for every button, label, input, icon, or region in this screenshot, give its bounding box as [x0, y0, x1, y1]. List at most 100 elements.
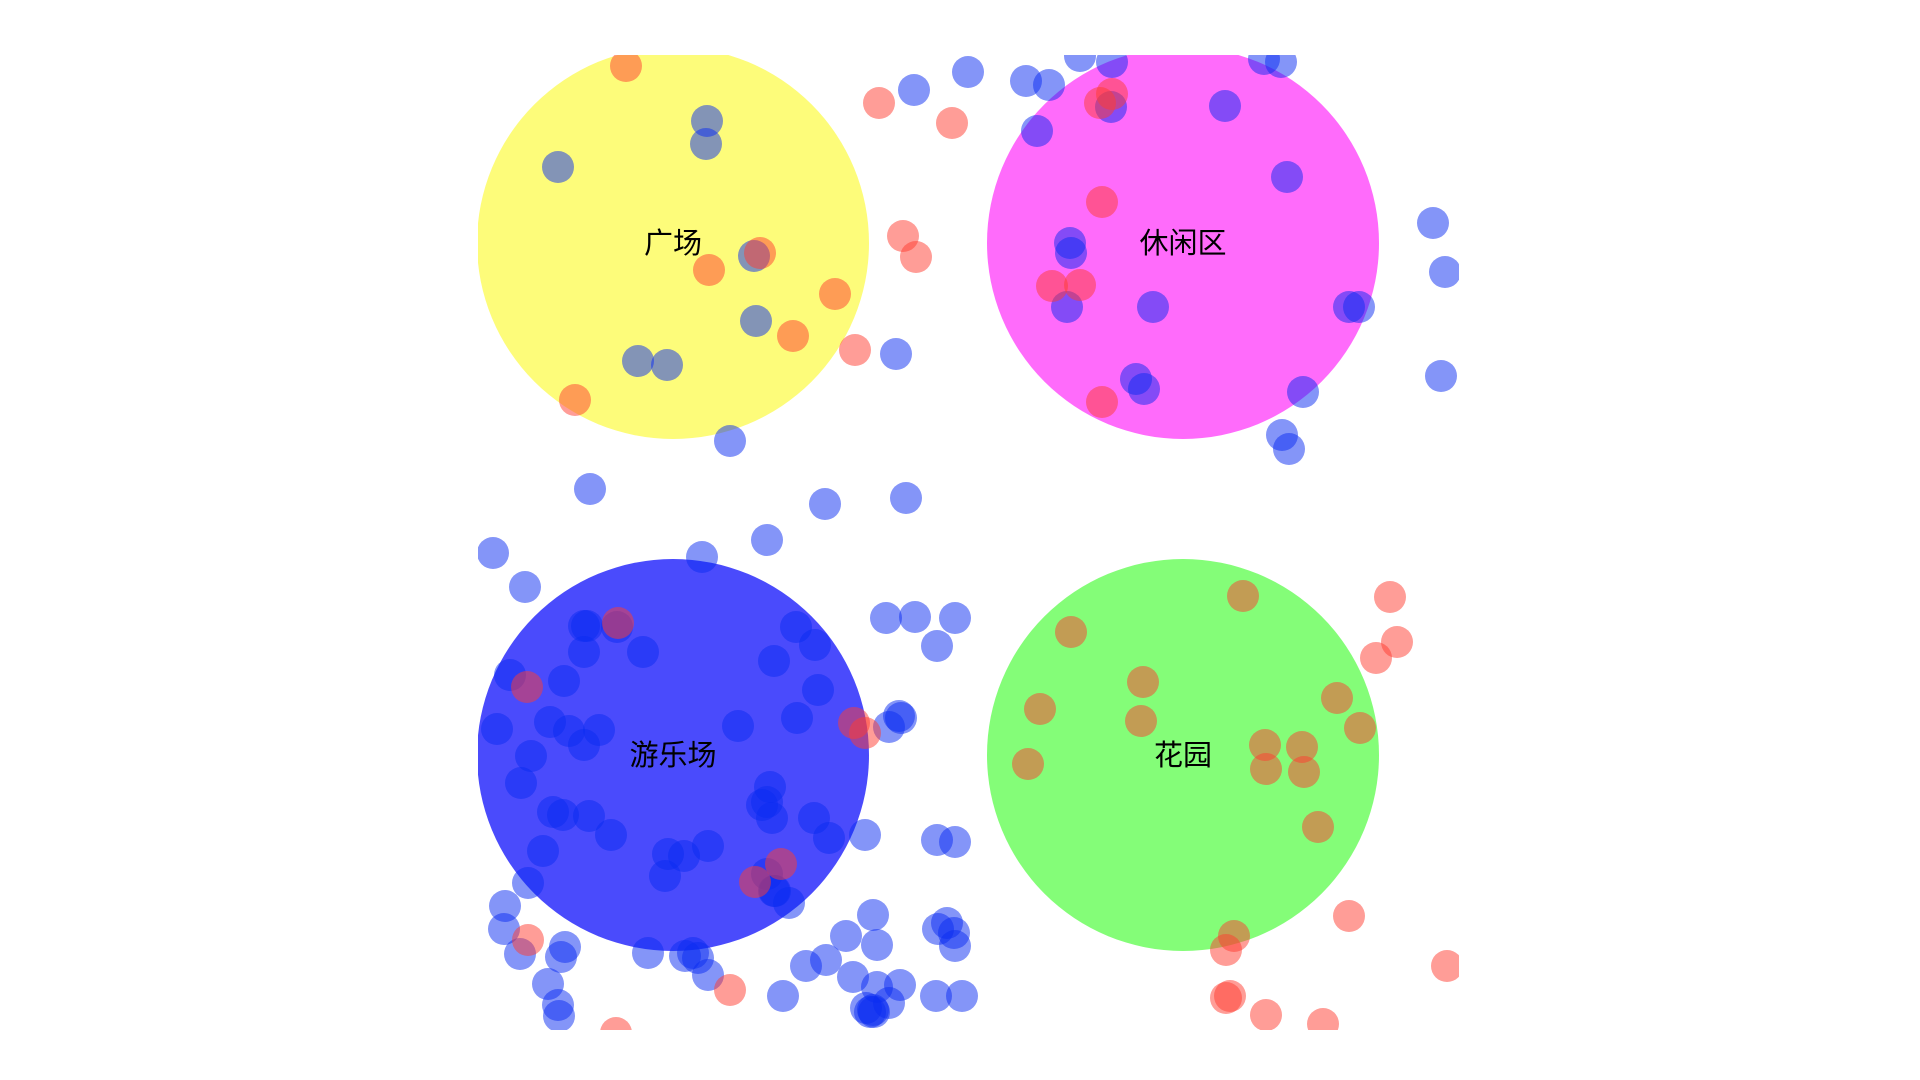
person-dot-blue[interactable]	[870, 602, 902, 634]
person-dot-red[interactable]	[600, 1017, 632, 1049]
person-dot-red[interactable]	[1227, 580, 1259, 612]
person-dot-blue[interactable]	[921, 630, 953, 662]
person-dot-blue[interactable]	[799, 629, 831, 661]
person-dot-red[interactable]	[1210, 982, 1242, 1014]
person-dot-red[interactable]	[1333, 900, 1365, 932]
person-dot-blue[interactable]	[861, 929, 893, 961]
person-dot-blue[interactable]	[1055, 237, 1087, 269]
person-dot-red[interactable]	[1321, 682, 1353, 714]
person-dot-blue[interactable]	[810, 944, 842, 976]
person-dot-red[interactable]	[511, 671, 543, 703]
person-dot-blue[interactable]	[1033, 69, 1065, 101]
person-dot-red[interactable]	[693, 254, 725, 286]
person-dot-blue[interactable]	[548, 665, 580, 697]
person-dot-red[interactable]	[1360, 642, 1392, 674]
person-dot-red[interactable]	[819, 278, 851, 310]
person-dot-red[interactable]	[765, 848, 797, 880]
person-dot-blue[interactable]	[809, 488, 841, 520]
person-dot-red[interactable]	[1012, 748, 1044, 780]
zone-garden[interactable]	[987, 559, 1379, 951]
person-dot-blue[interactable]	[488, 913, 520, 945]
person-dot-blue[interactable]	[798, 802, 830, 834]
person-dot-blue[interactable]	[754, 771, 786, 803]
person-dot-blue[interactable]	[714, 425, 746, 457]
person-dot-blue[interactable]	[1425, 360, 1457, 392]
person-dot-blue[interactable]	[1287, 376, 1319, 408]
person-dot-red[interactable]	[863, 87, 895, 119]
person-dot-red[interactable]	[512, 924, 544, 956]
person-dot-blue[interactable]	[1429, 256, 1461, 288]
person-dot-blue[interactable]	[595, 819, 627, 851]
person-dot-blue[interactable]	[802, 674, 834, 706]
person-dot-blue[interactable]	[939, 602, 971, 634]
person-dot-red[interactable]	[744, 237, 776, 269]
person-dot-red[interactable]	[1055, 616, 1087, 648]
person-dot-red[interactable]	[900, 241, 932, 273]
person-dot-red[interactable]	[714, 974, 746, 1006]
person-dot-blue[interactable]	[477, 537, 509, 569]
person-dot-blue[interactable]	[509, 571, 541, 603]
person-dot-blue[interactable]	[481, 713, 513, 745]
person-dot-blue[interactable]	[952, 56, 984, 88]
person-dot-red[interactable]	[839, 334, 871, 366]
person-dot-blue[interactable]	[489, 890, 521, 922]
zone-plaza[interactable]	[477, 47, 869, 439]
person-dot-red[interactable]	[602, 607, 634, 639]
person-dot-red[interactable]	[1086, 386, 1118, 418]
person-dot-blue[interactable]	[622, 345, 654, 377]
person-dot-blue[interactable]	[568, 636, 600, 668]
person-dot-blue[interactable]	[1209, 90, 1241, 122]
person-dot-blue[interactable]	[1064, 40, 1096, 72]
person-dot-blue[interactable]	[669, 940, 701, 972]
person-dot-blue[interactable]	[857, 899, 889, 931]
person-dot-blue[interactable]	[515, 740, 547, 772]
person-dot-blue[interactable]	[691, 105, 723, 137]
person-dot-blue[interactable]	[537, 796, 569, 828]
person-dot-red[interactable]	[1250, 753, 1282, 785]
person-dot-blue[interactable]	[573, 800, 605, 832]
person-dot-red[interactable]	[1307, 1008, 1339, 1040]
person-dot-red[interactable]	[1249, 729, 1281, 761]
person-dot-blue[interactable]	[549, 931, 581, 963]
person-dot-blue[interactable]	[1265, 46, 1297, 78]
person-dot-blue[interactable]	[527, 835, 559, 867]
person-dot-blue[interactable]	[946, 980, 978, 1012]
person-dot-red[interactable]	[1286, 731, 1318, 763]
person-dot-blue[interactable]	[632, 937, 664, 969]
person-dot-blue[interactable]	[542, 151, 574, 183]
person-dot-blue[interactable]	[885, 702, 917, 734]
person-dot-blue[interactable]	[651, 349, 683, 381]
person-dot-blue[interactable]	[1120, 363, 1152, 395]
person-dot-blue[interactable]	[652, 838, 684, 870]
person-dot-blue[interactable]	[939, 826, 971, 858]
person-dot-red[interactable]	[1036, 270, 1068, 302]
person-dot-red[interactable]	[838, 707, 870, 739]
person-dot-red[interactable]	[1250, 999, 1282, 1031]
person-dot-blue[interactable]	[920, 980, 952, 1012]
person-dot-blue[interactable]	[1333, 291, 1365, 323]
person-dot-blue[interactable]	[837, 961, 869, 993]
person-dot-blue[interactable]	[574, 473, 606, 505]
person-dot-blue[interactable]	[690, 128, 722, 160]
person-dot-blue[interactable]	[686, 541, 718, 573]
person-dot-blue[interactable]	[722, 710, 754, 742]
person-dot-blue[interactable]	[899, 601, 931, 633]
person-dot-red[interactable]	[1125, 705, 1157, 737]
person-dot-red[interactable]	[1064, 269, 1096, 301]
person-dot-blue[interactable]	[1137, 291, 1169, 323]
person-dot-red[interactable]	[559, 384, 591, 416]
person-dot-blue[interactable]	[854, 996, 886, 1028]
person-dot-blue[interactable]	[830, 920, 862, 952]
person-dot-red[interactable]	[1288, 756, 1320, 788]
person-dot-blue[interactable]	[751, 524, 783, 556]
person-dot-blue[interactable]	[740, 305, 772, 337]
person-dot-blue[interactable]	[505, 767, 537, 799]
person-dot-blue[interactable]	[880, 338, 912, 370]
person-dot-red[interactable]	[1374, 581, 1406, 613]
person-dot-red[interactable]	[1127, 666, 1159, 698]
person-dot-blue[interactable]	[1021, 115, 1053, 147]
person-dot-blue[interactable]	[512, 867, 544, 899]
person-dot-blue[interactable]	[849, 819, 881, 851]
person-dot-blue[interactable]	[781, 702, 813, 734]
person-dot-blue[interactable]	[571, 610, 603, 642]
